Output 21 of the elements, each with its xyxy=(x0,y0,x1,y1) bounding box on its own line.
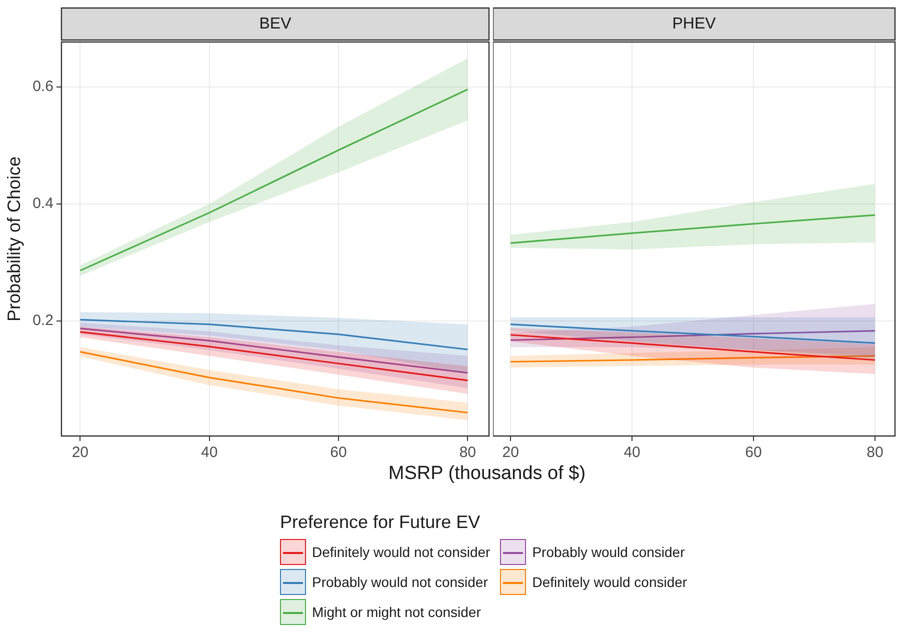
x-tick-label: 80 xyxy=(459,444,476,462)
x-axis-title: MSRP (thousands of $) xyxy=(387,463,587,485)
x-tick-label: 60 xyxy=(745,444,762,462)
legend-label: Might or might not consider xyxy=(312,604,481,620)
legend-label: Probably would not consider xyxy=(312,574,488,590)
x-tick-label: 60 xyxy=(330,444,347,462)
x-tick-label: 40 xyxy=(624,444,640,462)
y-tick-label: 0.2 xyxy=(32,312,54,329)
x-tick-label: 20 xyxy=(72,444,89,462)
y-tick-label: 0.6 xyxy=(32,78,54,96)
x-tick-label: 80 xyxy=(866,444,884,462)
x-tick-label: 20 xyxy=(502,444,519,462)
legend-label: Probably would consider xyxy=(532,544,685,560)
chart-title: BEV xyxy=(259,15,292,32)
y-tick-label: 0.4 xyxy=(32,195,54,212)
legend-label: Definitely would consider xyxy=(532,574,688,590)
x-tick-label: 40 xyxy=(201,444,218,462)
legend-label: Definitely would not consider xyxy=(312,544,490,560)
y-axis-title: Probability of Choice xyxy=(4,156,24,322)
legend-title: Preference for Future EV xyxy=(280,512,482,533)
chart-title: PHEV xyxy=(672,15,716,32)
